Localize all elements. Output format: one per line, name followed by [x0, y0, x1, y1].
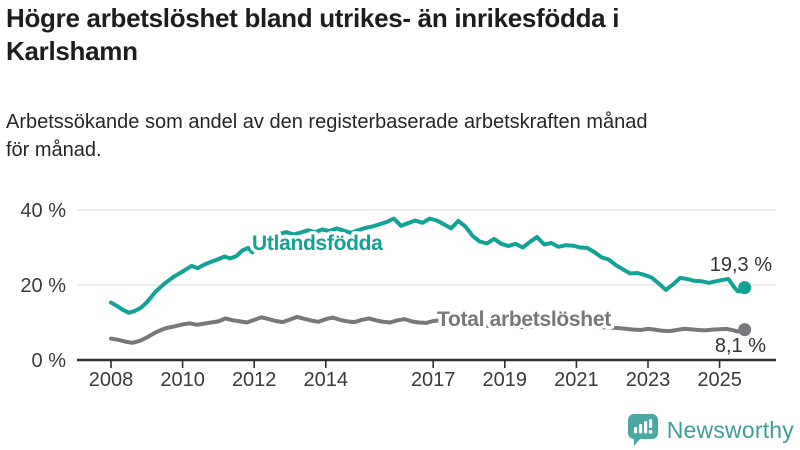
x-tick-label: 2014 — [304, 369, 349, 391]
series-end-value-label: 8,1 % — [715, 335, 766, 357]
series-label: Utlandsfödda — [252, 232, 383, 255]
newsworthy-bubble-chart-icon — [627, 413, 658, 446]
series-line-total-arbetsl-shet — [109, 314, 747, 345]
y-tick-label: 0 % — [32, 350, 67, 372]
chart-subtitle-line-2: för månad. — [6, 139, 102, 161]
series-end-value-label: 19,3 % — [710, 254, 772, 276]
x-tick-label: 2008 — [89, 369, 134, 391]
newsworthy-wordmark: Newsworthy — [666, 416, 794, 443]
chart-title-line-1: Högre arbetslöshet bland utrikes- än inr… — [6, 3, 620, 33]
y-tick-label: 20 % — [20, 275, 66, 297]
chart-title: Högre arbetslöshet bland utrikes- än inr… — [6, 2, 792, 68]
newsworthy-logo: Newsworthy — [627, 413, 794, 447]
series-end-dot — [738, 323, 752, 337]
x-tick-label: 2010 — [160, 369, 205, 391]
series-end-dot — [738, 281, 752, 295]
x-tick-label: 2021 — [554, 369, 599, 391]
x-tick-label: 2023 — [626, 369, 671, 391]
chart-title-line-2: Karlshamn — [6, 36, 138, 66]
x-tick-label: 2012 — [232, 369, 277, 391]
x-tick-label: 2017 — [411, 369, 456, 391]
chart-subtitle: Arbetssökande som andel av den registerb… — [6, 108, 792, 164]
series-label: Total arbetslöshet — [437, 308, 611, 331]
y-tick-label: 40 % — [20, 200, 66, 222]
chart-subtitle-line-1: Arbetssökande som andel av den registerb… — [6, 111, 648, 133]
x-tick-label: 2019 — [483, 369, 528, 391]
x-tick-label: 2025 — [697, 369, 742, 391]
series-line-utlandsf-dda — [109, 216, 747, 315]
